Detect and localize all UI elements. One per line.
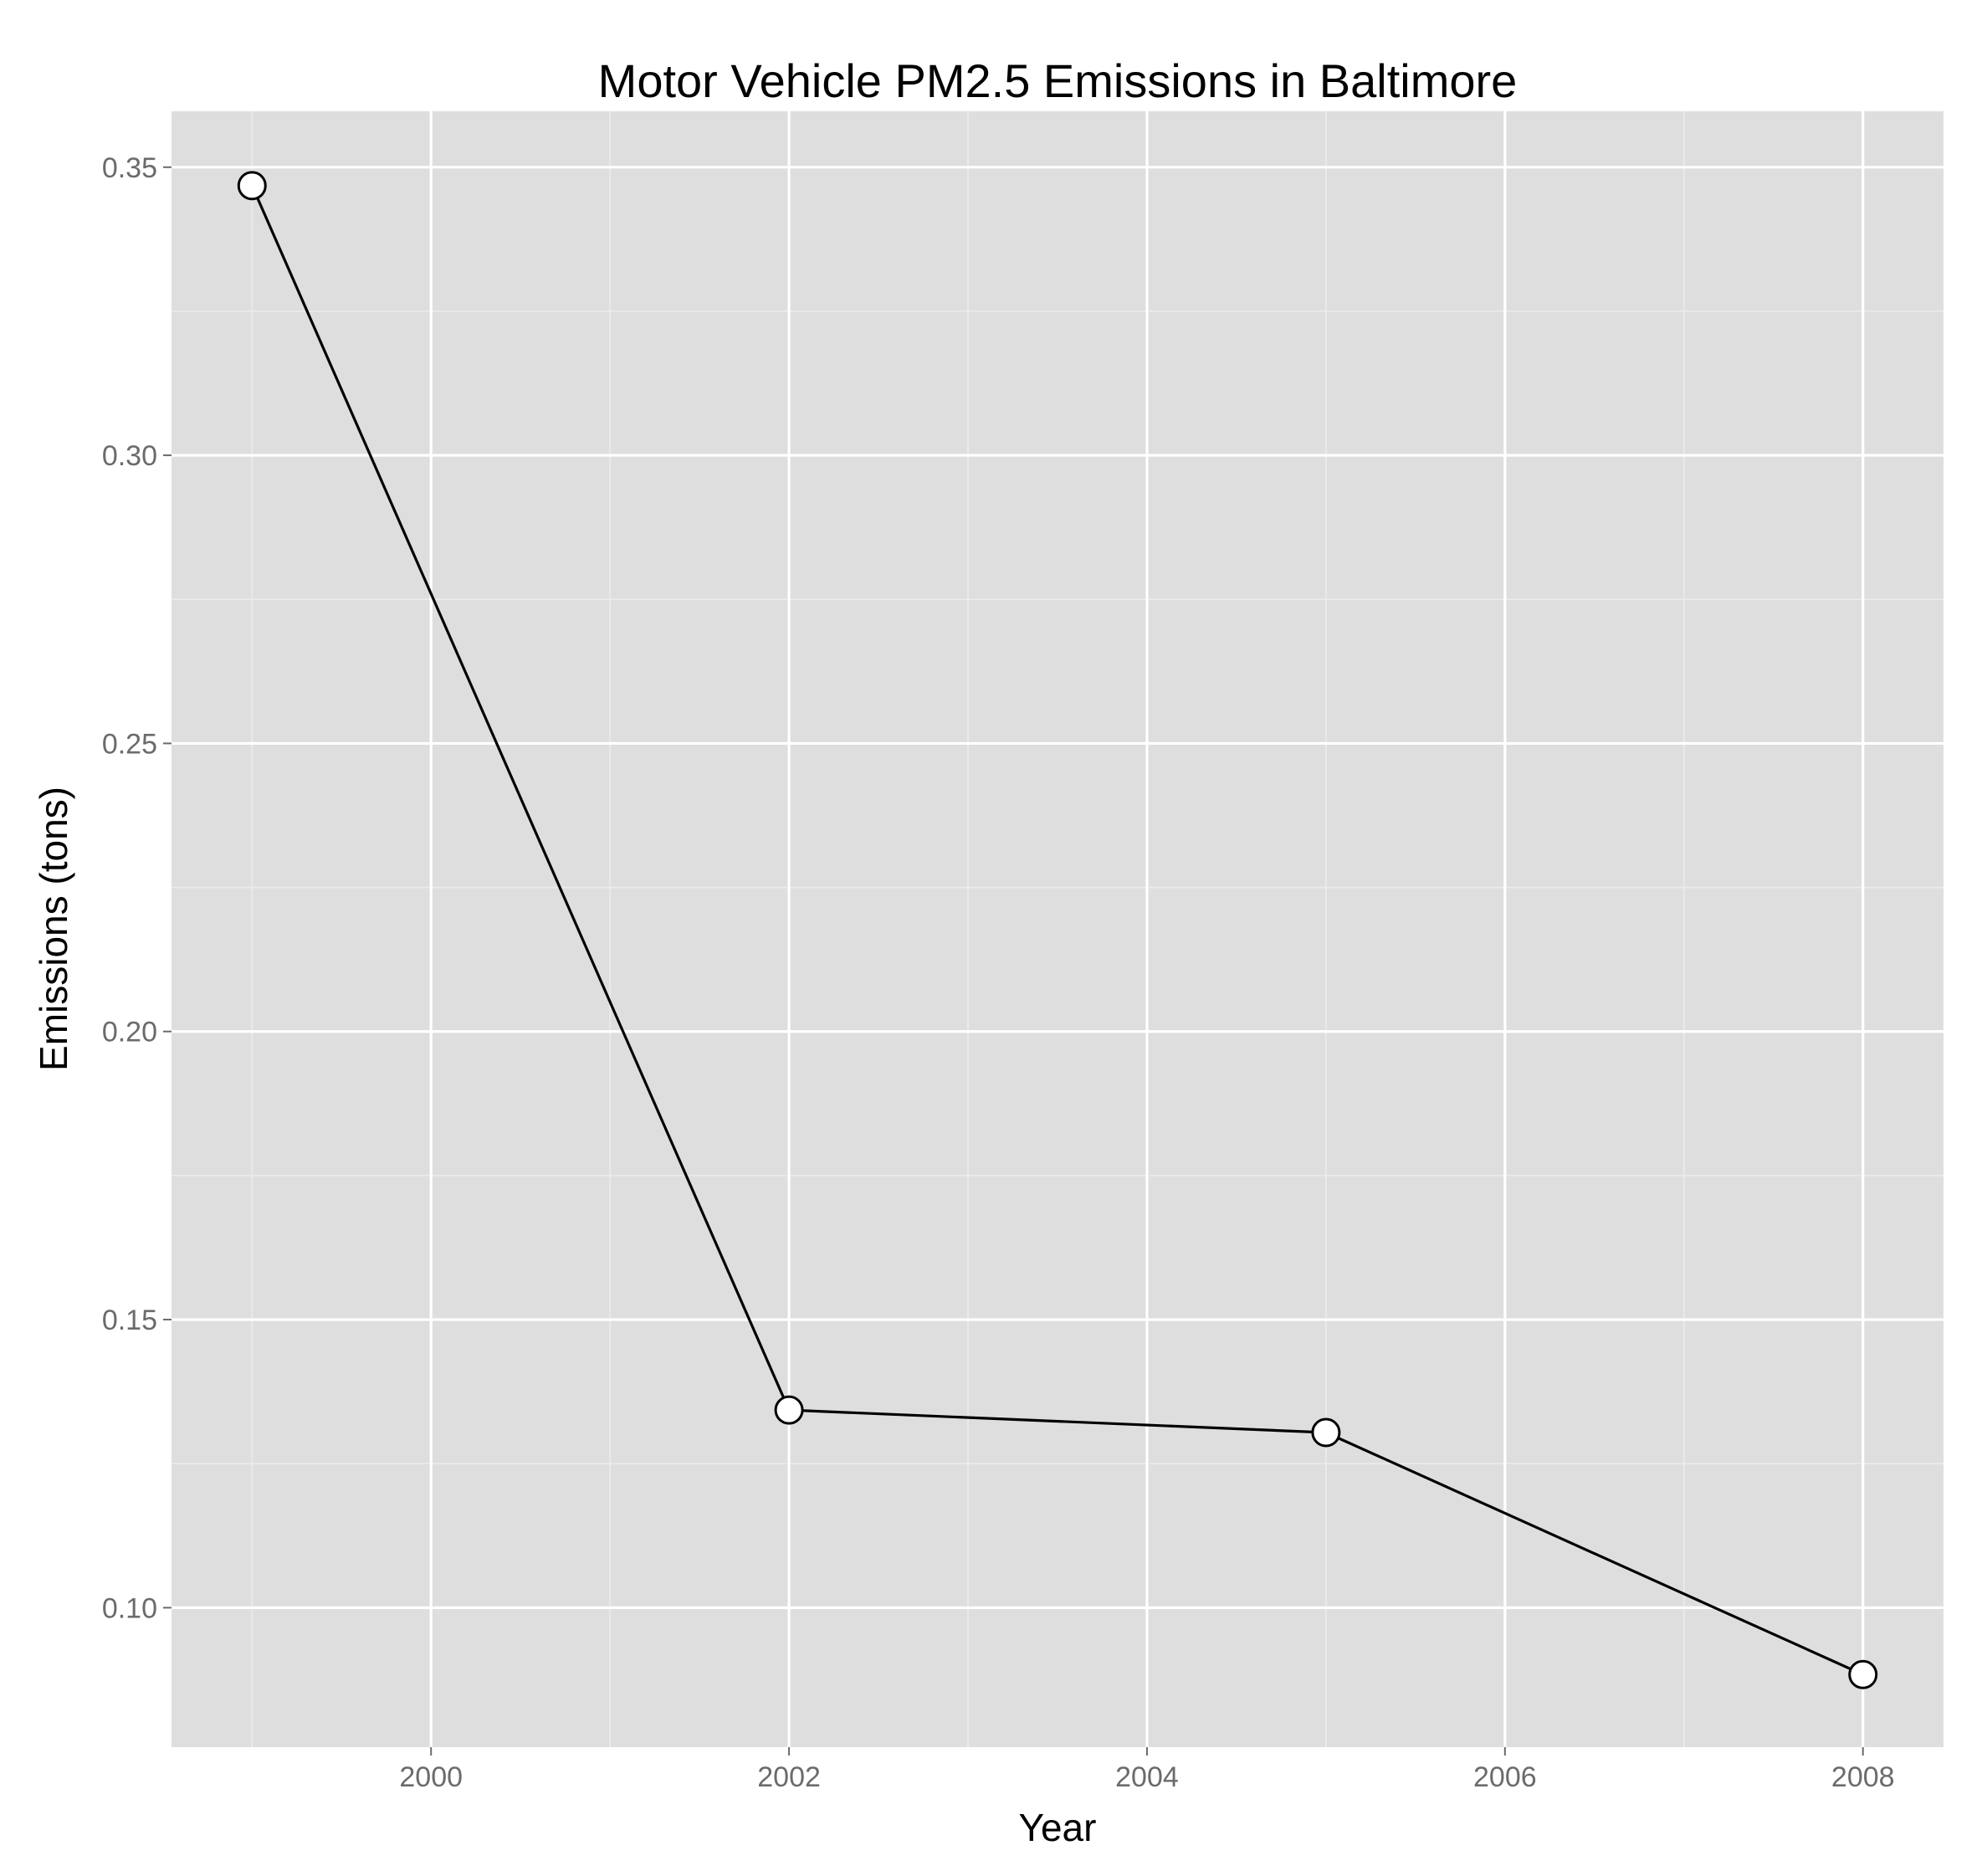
major-gridlines: [172, 111, 1943, 1747]
x-axis-title: Year: [1019, 1806, 1097, 1849]
x-tick-label: 2002: [757, 1761, 821, 1793]
chart-title: Motor Vehicle PM2.5 Emissions in Baltimo…: [598, 54, 1518, 107]
y-tick-label: 0.10: [102, 1592, 157, 1624]
data-points: [237, 171, 1878, 1689]
data-point: [774, 1395, 804, 1425]
data-point: [1311, 1417, 1341, 1448]
axis-ticks: [163, 166, 1864, 1756]
series-layer: [250, 185, 1864, 1676]
y-tick-label: 0.15: [102, 1304, 157, 1336]
data-point: [237, 171, 267, 201]
minor-gridlines: [172, 111, 1943, 1747]
y-tick-label: 0.25: [102, 728, 157, 760]
data-point: [1848, 1659, 1878, 1689]
series-line: [250, 185, 1864, 1676]
y-tick-label: 0.35: [102, 152, 157, 184]
y-axis-title: Emissions (tons): [32, 787, 75, 1071]
x-tick-label: 2008: [1831, 1761, 1895, 1793]
x-tick-label: 2006: [1473, 1761, 1537, 1793]
y-tick-label: 0.30: [102, 440, 157, 472]
plot-panel: [172, 111, 1943, 1747]
tick-labels: 2000 2002 2004 2006 2008 0.10 0.15 0.20 0.25 0.30…: [102, 152, 1895, 1793]
y-tick-label: 0.20: [102, 1017, 157, 1048]
x-tick-label: 2000: [399, 1761, 463, 1793]
x-tick-label: 2004: [1115, 1761, 1179, 1793]
